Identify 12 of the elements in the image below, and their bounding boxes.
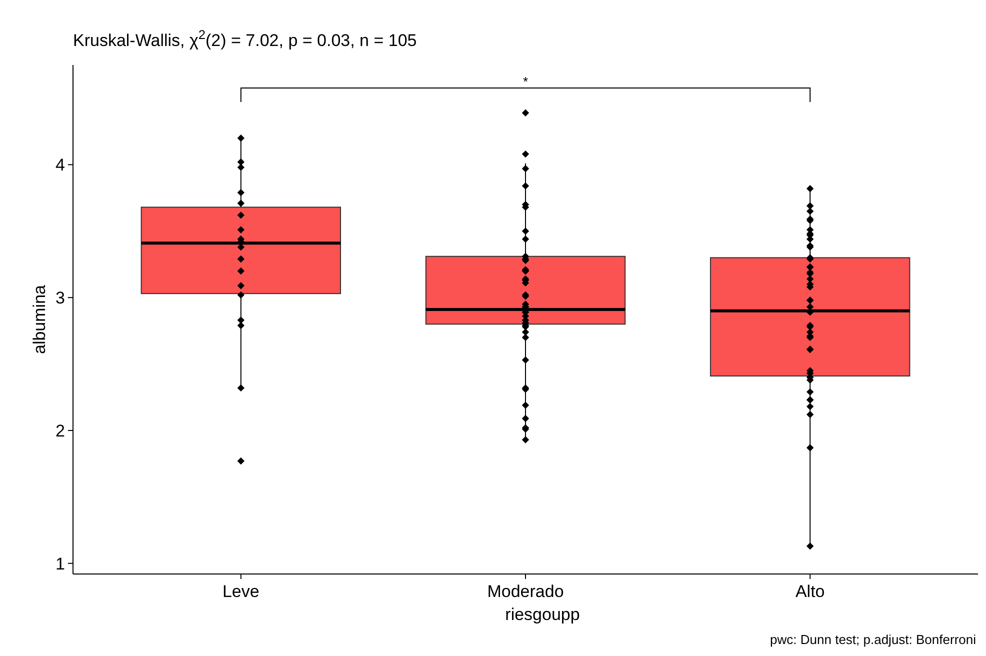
x-tick-label: Moderado <box>487 582 564 601</box>
x-tick-label: Alto <box>795 582 825 601</box>
y-tick-label: 2 <box>56 421 65 440</box>
y-tick-label: 1 <box>56 554 65 574</box>
y-tick-label: 4 <box>56 156 65 175</box>
x-tick-label: Leve <box>222 582 260 601</box>
chart-title: Kruskal-Wallis, χ$^{2}$(2) = 7.02, p = 0.03, n = 105 <box>73 26 417 50</box>
text: pwc: Dunn test; p.adjust: Bonferroni <box>770 632 976 647</box>
annotation: * <box>522 74 528 89</box>
y-tick-label: 3 <box>56 288 65 308</box>
x-axis-title: riesgoupp <box>505 605 580 624</box>
y-axis-title: albumina <box>30 284 49 354</box>
